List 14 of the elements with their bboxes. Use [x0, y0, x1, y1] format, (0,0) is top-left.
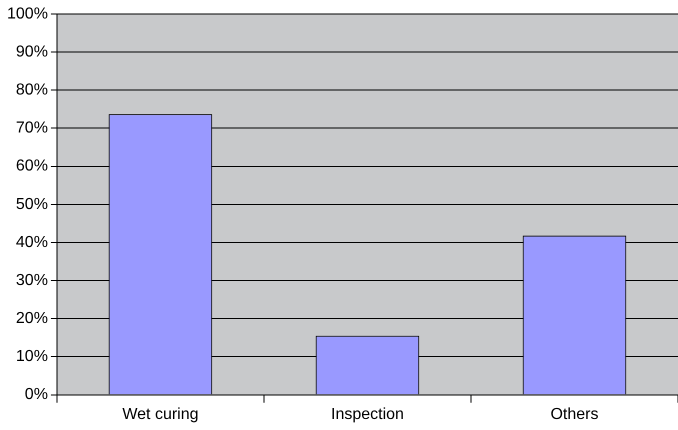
y-tick-label: 100%	[7, 5, 48, 22]
y-tick-label: 60%	[16, 158, 48, 175]
y-tick-label: 80%	[16, 82, 48, 99]
y-tick-label: 90%	[16, 43, 48, 60]
y-tick-label: 70%	[16, 120, 48, 137]
y-tick-label: 30%	[16, 272, 48, 289]
y-tick-label: 50%	[16, 196, 48, 213]
x-tick-label: Inspection	[330, 406, 404, 423]
x-tick-label: Others	[550, 406, 598, 423]
y-tick-label: 0%	[24, 386, 48, 404]
y-tick-label: 10%	[16, 348, 48, 366]
x-tick-label: Wet curing	[122, 406, 199, 423]
y-tick-label: 40%	[16, 234, 48, 251]
y-tick-label: 20%	[16, 310, 48, 328]
